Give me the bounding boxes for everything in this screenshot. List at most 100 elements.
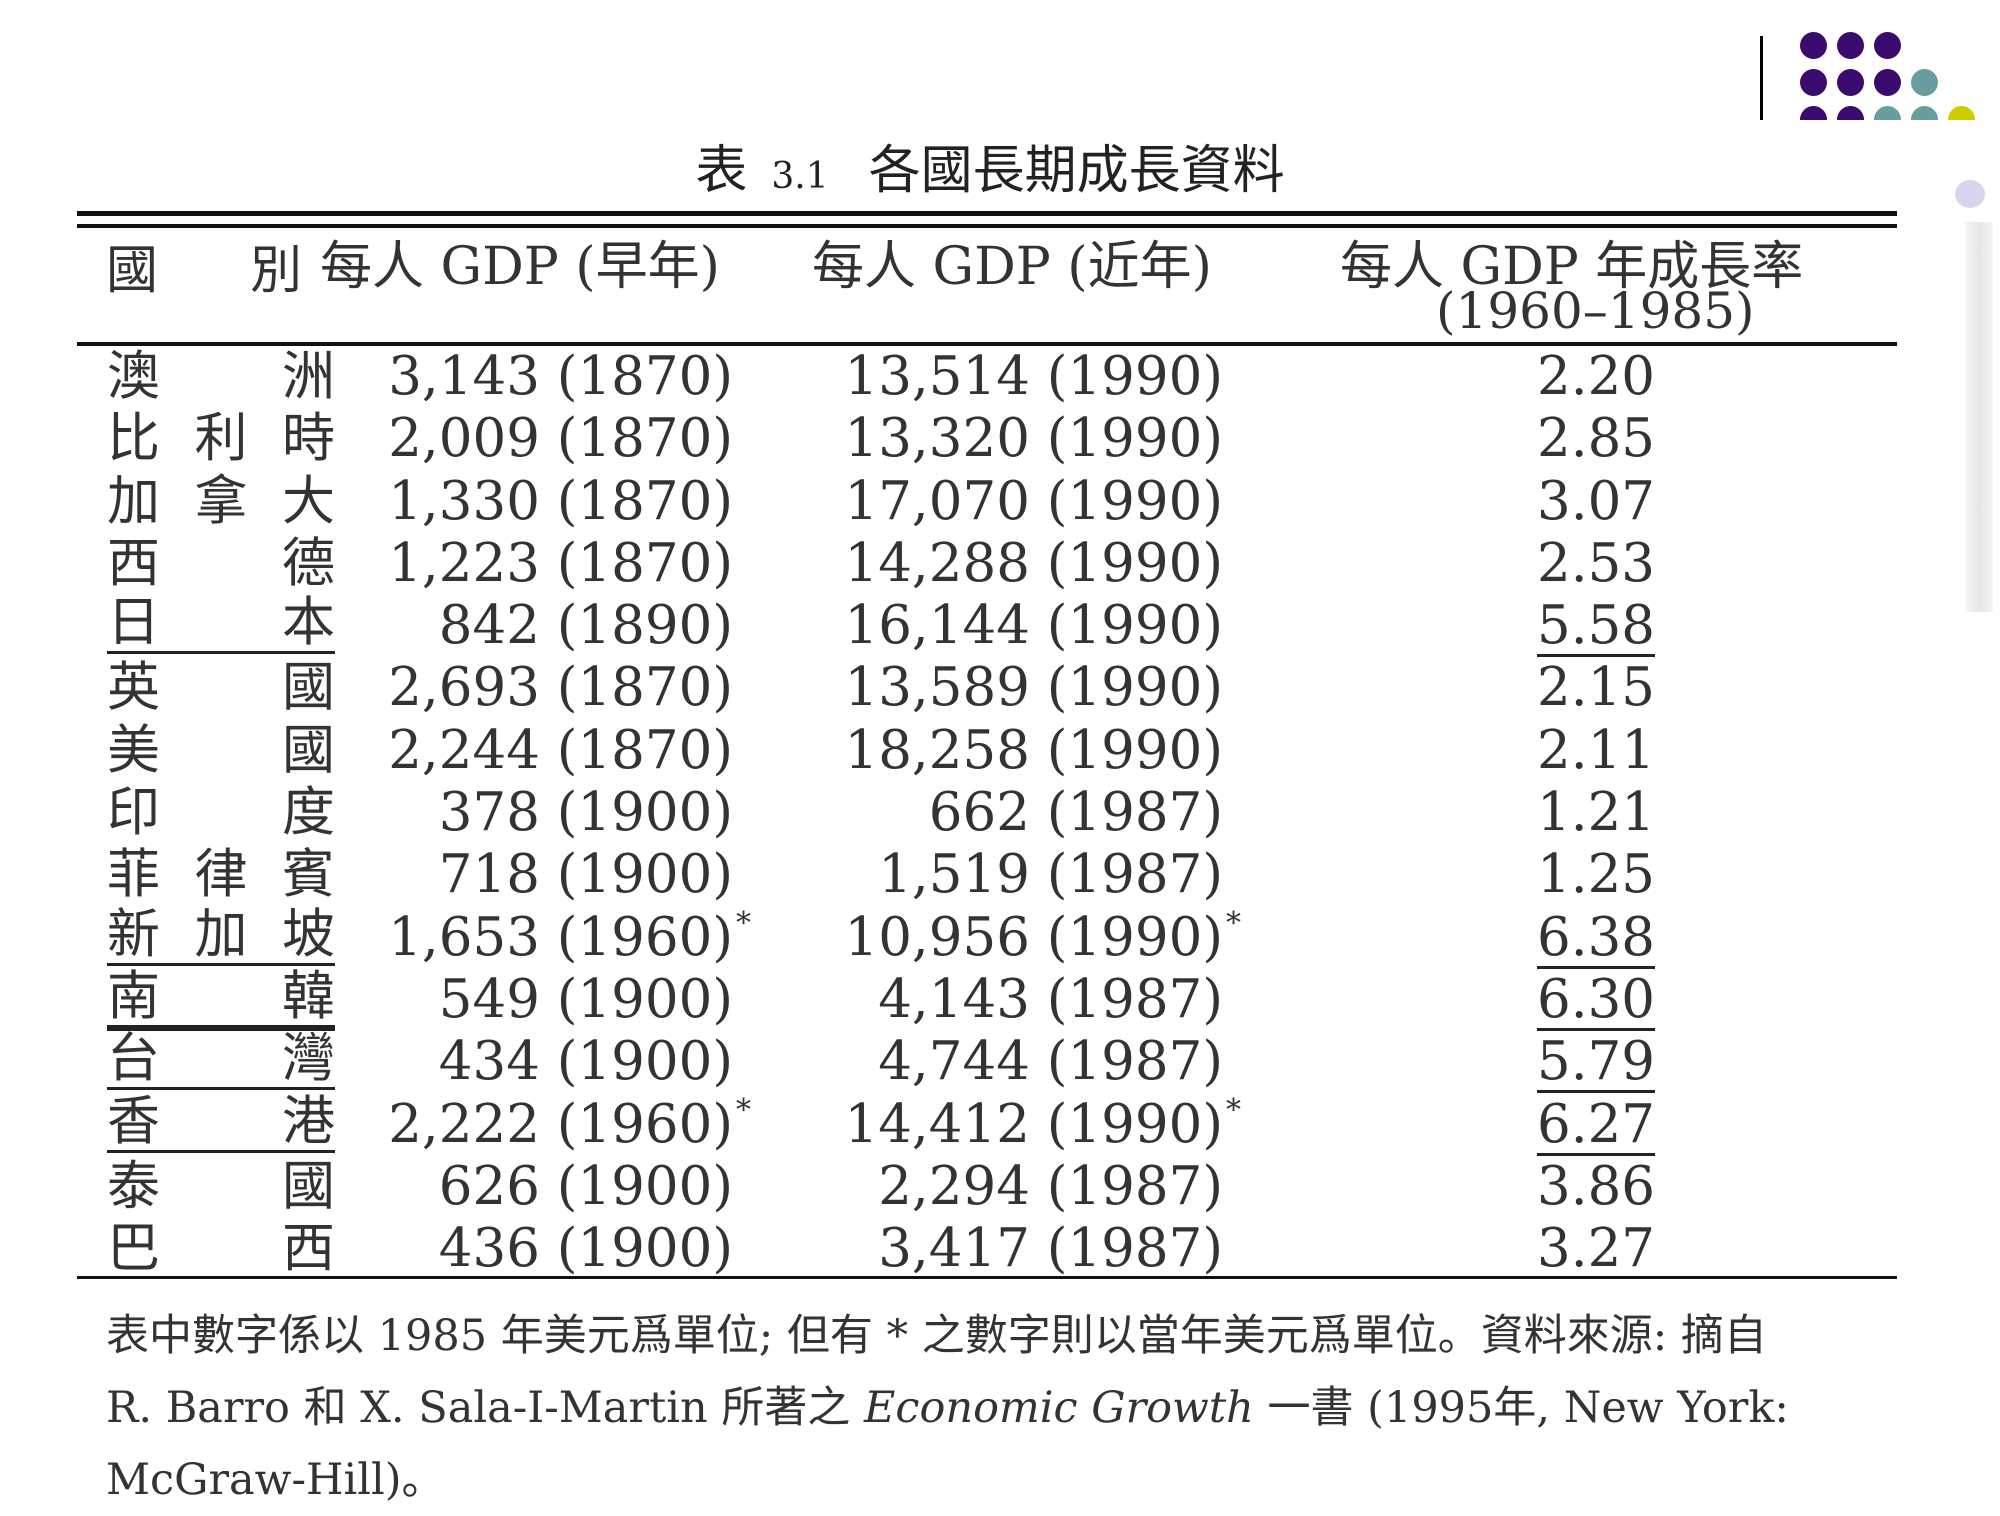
country-char: 港	[282, 1090, 335, 1152]
asterisk-mark: *	[736, 905, 751, 941]
country-cell: 美國	[107, 720, 335, 782]
recent-gdp-value: 18,258 (1990)	[844, 719, 1223, 781]
decorative-dot	[1911, 69, 1938, 96]
growth-value: 2.11	[1537, 719, 1656, 781]
footnote-publication: 一書 (1995年, New York:	[1253, 1383, 1789, 1433]
country-char: 巴	[107, 1218, 160, 1280]
country-cell: 日本	[107, 595, 335, 655]
table-row: 日本 842 (1890) 16,144 (1990) 5.58	[77, 595, 1897, 658]
growth-value: 2.20	[1537, 346, 1656, 407]
recent-gdp-cell: 18,258 (1990)	[844, 720, 1223, 782]
country-char: 英	[107, 657, 160, 719]
early-gdp-value: 549 (1900)	[438, 968, 733, 1030]
country-cell: 巴西	[107, 1218, 335, 1280]
decorative-dot	[1837, 69, 1864, 96]
recent-gdp-value: 4,143 (1987)	[878, 968, 1223, 1030]
recent-gdp-cell: 14,412 (1990) *	[844, 1093, 1241, 1156]
recent-gdp-cell: 17,070 (1990)	[844, 471, 1223, 533]
decorative-dot	[1837, 106, 1864, 120]
title-number: 3.1	[771, 156, 829, 197]
recent-gdp-value: 17,070 (1990)	[844, 470, 1223, 532]
recent-gdp-cell: 3,417 (1987)	[878, 1218, 1223, 1280]
recent-gdp-value: 14,288 (1990)	[844, 532, 1223, 594]
table-row: 比利時 2,009 (1870) 13,320 (1990) 2.85	[77, 408, 1897, 470]
early-gdp-value: 1,653 (1960)	[388, 906, 733, 968]
early-gdp-cell: 1,330 (1870)	[388, 471, 733, 533]
table-row: 菲律賓 718 (1900) 1,519 (1987) 1.25	[77, 844, 1897, 906]
growth-value: 5.79	[1537, 1031, 1656, 1094]
growth-cell: 2.15	[1537, 657, 1655, 719]
country-char: 南	[107, 965, 160, 1027]
early-gdp-cell: 1,223 (1870)	[388, 533, 733, 595]
early-gdp-cell: 842 (1890)	[439, 595, 733, 657]
country-char: 加	[107, 470, 160, 532]
growth-cell: 2.53	[1537, 533, 1655, 595]
header-early-gdp: 每人 GDP (早年)	[320, 237, 720, 297]
early-gdp-cell: 434 (1900)	[439, 1031, 733, 1093]
country-cell: 加拿大	[107, 471, 335, 533]
early-gdp-value: 434 (1900)	[438, 1031, 733, 1093]
growth-value: 3.07	[1537, 470, 1656, 532]
decorative-dot	[1948, 106, 1975, 120]
top-rule-inner	[77, 224, 1897, 228]
country-char: 比	[107, 408, 160, 470]
country-char: 時	[282, 408, 335, 470]
decorative-side-strip	[1965, 222, 1993, 612]
growth-value: 2.85	[1537, 408, 1656, 470]
recent-gdp-value: 662 (1987)	[928, 782, 1223, 844]
growth-cell: 3.07	[1537, 471, 1655, 533]
table-row: 英國 2,693 (1870) 13,589 (1990) 2.15	[77, 657, 1897, 719]
early-gdp-value: 842 (1890)	[438, 595, 733, 657]
growth-value: 6.30	[1537, 968, 1656, 1031]
decorative-lavender-dot	[1955, 180, 1985, 208]
decorative-dot-grid	[1800, 32, 2000, 120]
country-cell: 英國	[107, 657, 335, 719]
recent-gdp-value: 13,320 (1990)	[844, 408, 1223, 470]
recent-gdp-cell: 4,143 (1987)	[878, 969, 1223, 1031]
country-cell: 泰國	[107, 1156, 335, 1218]
growth-value: 2.15	[1537, 657, 1656, 719]
recent-gdp-cell: 16,144 (1990)	[844, 595, 1223, 657]
table-row: 印度 378 (1900) 662 (1987) 1.21	[77, 782, 1897, 844]
title-text: 各國長期成長資料	[868, 141, 1285, 201]
country-char: 新	[107, 903, 160, 965]
header-growth: 每人 GDP 年成長率	[1340, 237, 1804, 297]
early-gdp-cell: 378 (1900)	[439, 782, 733, 844]
early-gdp-value: 1,223 (1870)	[388, 532, 733, 594]
top-rule	[77, 211, 1897, 216]
early-gdp-value: 2,244 (1870)	[388, 719, 733, 781]
growth-cell: 3.86	[1537, 1156, 1655, 1218]
country-char: 印	[107, 782, 160, 844]
country-cell: 印度	[107, 782, 335, 844]
country-char: 度	[282, 782, 335, 844]
growth-cell: 5.58	[1537, 595, 1656, 658]
footnote-authors: R. Barro 和 X. Sala-I-Martin 所著之	[106, 1383, 865, 1433]
decorative-dot	[1800, 32, 1827, 59]
bottom-rule	[77, 1276, 1897, 1279]
growth-cell: 1.21	[1537, 782, 1655, 844]
growth-value: 2.53	[1537, 532, 1656, 594]
table-row: 加拿大 1,330 (1870) 17,070 (1990) 3.07	[77, 471, 1897, 533]
decorative-dot	[1874, 69, 1901, 96]
early-gdp-cell: 626 (1900)	[439, 1156, 733, 1218]
early-gdp-cell: 2,222 (1960) *	[388, 1093, 751, 1156]
country-char: 泰	[107, 1155, 160, 1217]
early-gdp-value: 2,222 (1960)	[388, 1093, 733, 1155]
decorative-dot	[1800, 69, 1827, 96]
table-row: 西德 1,223 (1870) 14,288 (1990) 2.53	[77, 533, 1897, 595]
country-char: 拿	[194, 470, 248, 532]
recent-gdp-value: 13,589 (1990)	[844, 657, 1223, 719]
footnote: 表中數字係以 1985 年美元爲單位; 但有 * 之數字則以當年美元爲單位。資料…	[106, 1300, 1896, 1516]
asterisk-mark: *	[1226, 905, 1241, 941]
country-cell: 南韓	[107, 965, 335, 1031]
country-cell: 香港	[107, 1090, 335, 1153]
recent-gdp-value: 3,417 (1987)	[878, 1218, 1223, 1280]
recent-gdp-cell: 13,589 (1990)	[844, 657, 1223, 719]
early-gdp-value: 2,693 (1870)	[388, 657, 733, 719]
early-gdp-value: 436 (1900)	[438, 1218, 733, 1280]
country-char: 澳	[107, 346, 160, 407]
early-gdp-value: 2,009 (1870)	[388, 408, 733, 470]
country-char: 賓	[282, 844, 335, 906]
growth-value: 3.86	[1537, 1155, 1656, 1217]
growth-cell: 5.79	[1537, 1031, 1656, 1094]
